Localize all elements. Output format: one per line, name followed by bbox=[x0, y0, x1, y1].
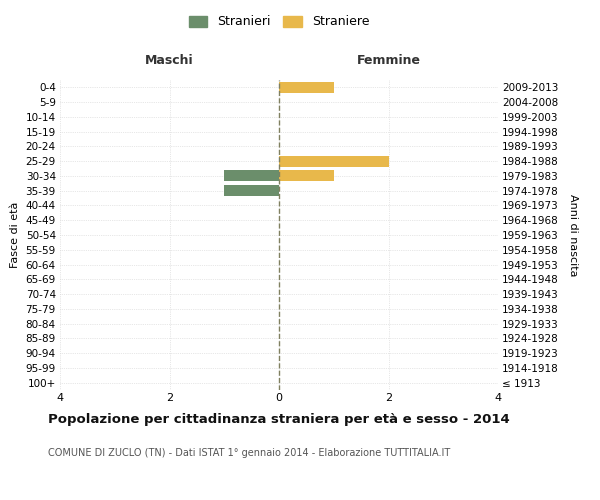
Bar bbox=[279, 156, 389, 166]
Text: Femmine: Femmine bbox=[356, 54, 421, 66]
Bar bbox=[224, 185, 279, 196]
Y-axis label: Fasce di età: Fasce di età bbox=[10, 202, 20, 268]
Legend: Stranieri, Straniere: Stranieri, Straniere bbox=[184, 10, 374, 34]
Bar bbox=[279, 82, 334, 93]
Text: Popolazione per cittadinanza straniera per età e sesso - 2014: Popolazione per cittadinanza straniera p… bbox=[48, 412, 510, 426]
Bar bbox=[279, 170, 334, 181]
Bar bbox=[224, 170, 279, 181]
Y-axis label: Anni di nascita: Anni di nascita bbox=[568, 194, 578, 276]
Text: Maschi: Maschi bbox=[145, 54, 194, 66]
Text: COMUNE DI ZUCLO (TN) - Dati ISTAT 1° gennaio 2014 - Elaborazione TUTTITALIA.IT: COMUNE DI ZUCLO (TN) - Dati ISTAT 1° gen… bbox=[48, 448, 450, 458]
